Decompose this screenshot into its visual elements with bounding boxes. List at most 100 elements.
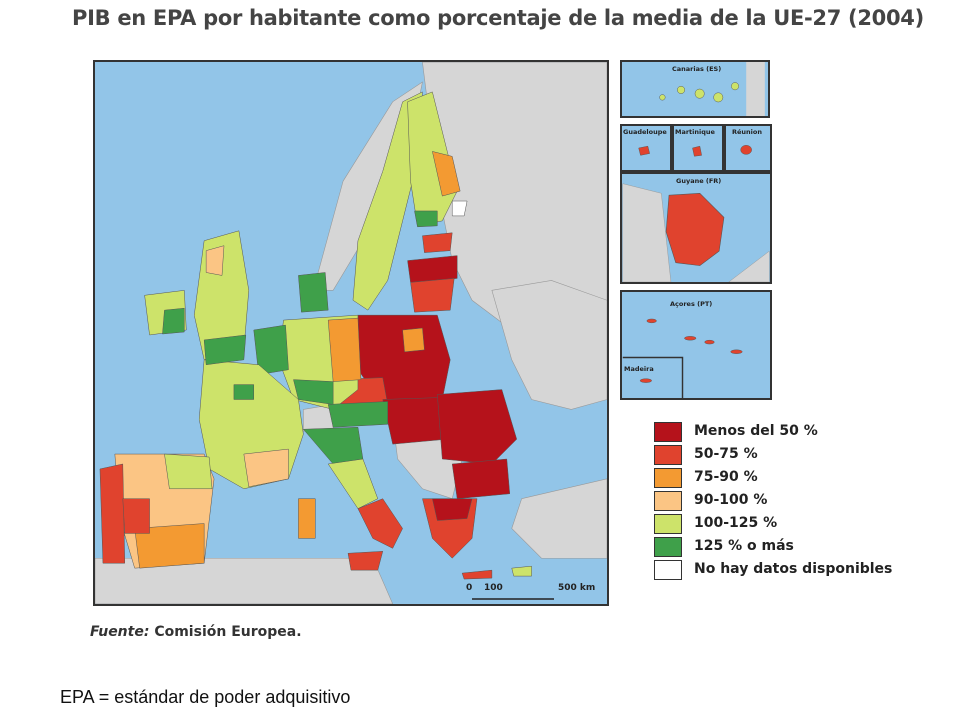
region-sweden xyxy=(352,91,423,311)
guyane-region xyxy=(665,192,725,266)
region-warsaw xyxy=(402,327,425,353)
legend-item: No hay datos disponibles xyxy=(654,558,894,581)
canarias-island xyxy=(659,94,666,101)
madeira-island xyxy=(639,378,652,383)
guadeloupe-island xyxy=(638,145,650,156)
region-greece-north xyxy=(432,498,473,521)
acores-island xyxy=(730,349,743,354)
legend-label: No hay datos disponibles xyxy=(694,561,893,577)
map-title: PIB en EPA por habitante como porcentaje… xyxy=(72,6,924,30)
region-cyprus xyxy=(511,565,532,577)
legend-item: 125 % o más xyxy=(654,535,894,558)
madeira-box xyxy=(622,356,684,398)
canarias-island xyxy=(731,82,739,91)
scale-label-start: 0 xyxy=(466,583,473,593)
legend-label: 90-100 % xyxy=(694,492,768,508)
canarias-island xyxy=(694,88,705,99)
belarus-ukraine-land xyxy=(491,280,607,410)
region-sicily xyxy=(347,551,384,571)
region-portugal xyxy=(99,463,126,564)
inset-canarias-label: Canarias (ES) xyxy=(672,65,722,73)
south-america-land xyxy=(622,183,672,282)
legend-swatch xyxy=(654,445,682,465)
source-value: Comisión Europea. xyxy=(154,624,302,640)
inset-martinique: Martinique xyxy=(672,124,724,172)
inset-reunion-label: Réunion xyxy=(732,128,762,136)
legend-swatch xyxy=(654,560,682,580)
region-italy-north xyxy=(302,427,364,465)
legend-swatch xyxy=(654,537,682,557)
legend-swatch xyxy=(654,422,682,442)
region-germany-east xyxy=(327,317,362,382)
region-italy-centre xyxy=(327,458,379,509)
inset-acores-label: Açores (PT) xyxy=(670,300,713,308)
inset-guyane-label: Guyane (FR) xyxy=(676,177,722,185)
region-slovakia-hungary xyxy=(382,397,448,445)
source-label: Fuente: xyxy=(90,624,150,640)
region-estonia xyxy=(422,232,453,253)
legend-item: 75-90 % xyxy=(654,466,894,489)
africa-coast xyxy=(746,62,765,116)
region-latvia xyxy=(407,255,458,283)
north-africa-land xyxy=(95,557,394,604)
region-crete xyxy=(461,569,493,580)
region-finland-nodata xyxy=(451,200,468,217)
inset-acores: Açores (PT) Madeira xyxy=(620,290,772,400)
legend-item: Menos del 50 % xyxy=(654,420,894,443)
legend-item: 100-125 % xyxy=(654,512,894,535)
brazil-land xyxy=(728,250,770,282)
turkey-land xyxy=(511,478,607,559)
inset-guadeloupe-label: Guadeloupe xyxy=(623,128,667,136)
region-france-south xyxy=(243,448,289,488)
legend-swatch xyxy=(654,491,682,511)
region-finland-east xyxy=(432,151,461,197)
inset-madeira-label: Madeira xyxy=(624,365,654,373)
europe-map-svg xyxy=(95,62,607,604)
inset-guadeloupe: Guadeloupe xyxy=(620,124,672,172)
region-italy-south xyxy=(357,498,403,549)
legend: Menos del 50 % 50-75 % 75-90 % 90-100 % … xyxy=(654,420,894,581)
inset-canarias: Canarias (ES) xyxy=(620,60,770,118)
region-lithuania xyxy=(410,278,455,313)
scale-label-mid: 100 xyxy=(484,583,503,593)
scale-label-end: 500 km xyxy=(558,583,596,593)
region-bulgaria xyxy=(451,458,511,499)
region-spain-south xyxy=(134,523,205,569)
acores-island xyxy=(646,318,657,324)
acores-island xyxy=(704,339,715,345)
region-uk-south xyxy=(203,334,247,366)
martinique-island xyxy=(692,145,702,157)
legend-item: 90-100 % xyxy=(654,489,894,512)
source-line: Fuente: Comisión Europea. xyxy=(90,624,302,640)
region-finland-south xyxy=(414,210,438,228)
reunion-island xyxy=(740,145,752,155)
legend-swatch xyxy=(654,468,682,488)
region-paris xyxy=(233,384,255,400)
region-denmark xyxy=(298,272,329,313)
scale-line xyxy=(472,598,554,600)
legend-item: 50-75 % xyxy=(654,443,894,466)
region-spain-ne xyxy=(164,453,213,490)
main-map xyxy=(93,60,609,606)
legend-label: 125 % o más xyxy=(694,538,794,554)
scale-bar: 0 100 500 km xyxy=(466,583,598,603)
canarias-island xyxy=(713,92,724,103)
canarias-island xyxy=(677,85,685,94)
acores-island xyxy=(684,336,697,341)
legend-swatch xyxy=(654,514,682,534)
legend-label: 75-90 % xyxy=(694,469,758,485)
legend-label: Menos del 50 % xyxy=(694,423,818,439)
inset-martinique-label: Martinique xyxy=(675,128,715,136)
legend-label: 50-75 % xyxy=(694,446,758,462)
region-scotland xyxy=(205,245,225,276)
region-sardinia xyxy=(298,498,316,539)
region-extremadura xyxy=(122,498,150,534)
footnote: EPA = estándar de poder adquisitivo xyxy=(60,687,351,707)
region-ireland-east xyxy=(162,307,185,335)
region-benelux xyxy=(253,324,289,375)
region-romania xyxy=(437,389,517,465)
legend-label: 100-125 % xyxy=(694,515,778,531)
inset-reunion: Réunion xyxy=(724,124,772,172)
region-austria xyxy=(327,401,388,428)
inset-guyane: Guyane (FR) xyxy=(620,172,772,284)
